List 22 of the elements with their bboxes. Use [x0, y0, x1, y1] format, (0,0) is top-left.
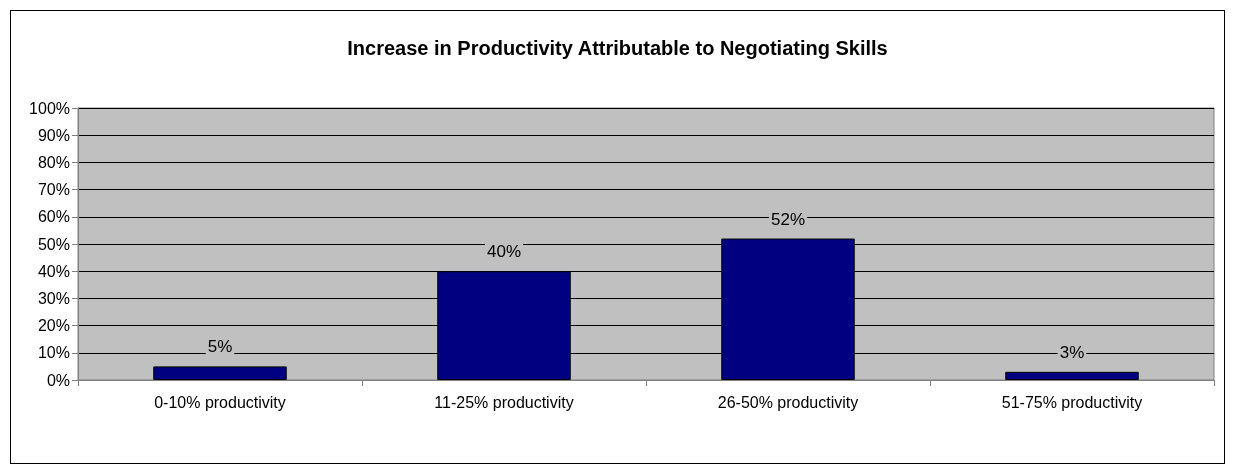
- y-tick-label: 10%: [37, 344, 70, 362]
- y-tick-label: 90%: [37, 126, 70, 144]
- x-tick-label: 26-50% productivity: [717, 393, 859, 411]
- y-tick-label: 50%: [37, 235, 70, 253]
- bar: [1005, 371, 1139, 380]
- data-label: 40%: [486, 242, 522, 262]
- x-tick-label: 11-25% productivity: [434, 393, 574, 411]
- y-tick-label: 0%: [46, 371, 70, 389]
- y-tick-label: 70%: [37, 181, 70, 199]
- data-label: 52%: [770, 209, 806, 229]
- y-tick-label: 40%: [37, 262, 70, 280]
- data-label: 5%: [207, 337, 233, 357]
- x-tick-label: 51-75% productivity: [1001, 393, 1143, 411]
- bar: [153, 366, 287, 380]
- y-tick-label: 20%: [37, 317, 70, 335]
- y-tick-label: 100%: [29, 99, 70, 117]
- x-tick-label: 0-10% productivity: [154, 393, 286, 411]
- y-tick-label: 80%: [37, 153, 70, 171]
- data-label: 3%: [1059, 342, 1085, 362]
- y-tick-label: 60%: [37, 208, 70, 226]
- chart-title: Increase in Productivity Attributable to Negotiating Skills: [347, 37, 888, 59]
- y-tick-label: 30%: [37, 289, 70, 307]
